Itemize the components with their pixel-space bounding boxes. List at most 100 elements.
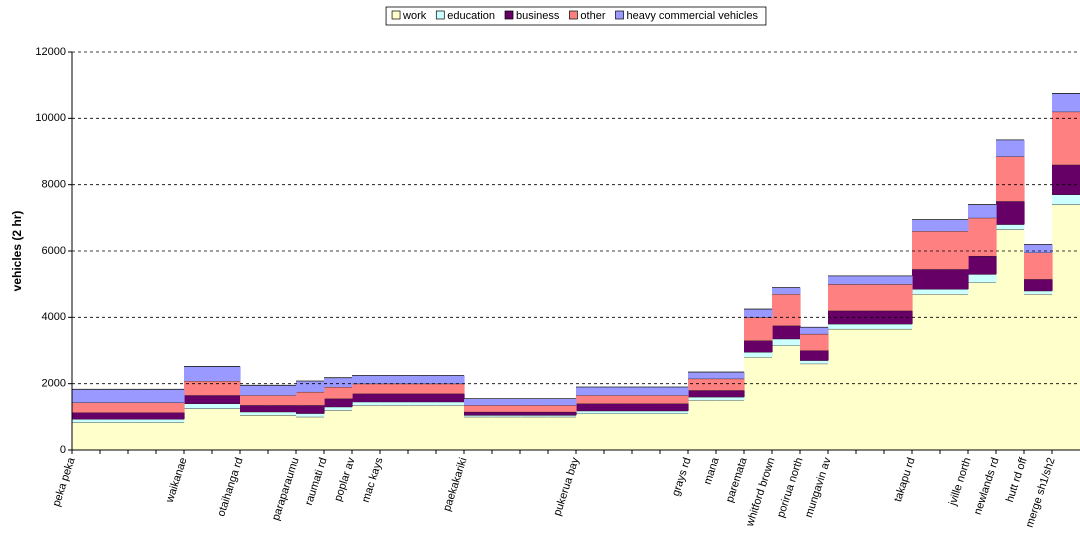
y-tick-label: 12000 <box>35 46 66 58</box>
area-segment <box>240 395 269 406</box>
area-segment <box>324 406 353 411</box>
area-segment <box>100 389 129 403</box>
area-segment <box>800 327 829 334</box>
area-segment <box>660 413 689 450</box>
area-segment <box>240 385 269 396</box>
area-segment <box>520 416 549 450</box>
x-tick-label: porirua north <box>775 456 806 519</box>
x-tick-label: paremata <box>724 455 750 504</box>
area-segment <box>688 396 717 401</box>
area-segment <box>912 219 941 232</box>
area-segment <box>492 416 521 450</box>
x-tick-label: mungavin av <box>803 456 834 520</box>
area-segment <box>184 395 213 404</box>
area-segment <box>268 405 297 412</box>
area-segment <box>996 156 1025 202</box>
x-tick-label: newlands rd <box>972 456 1002 516</box>
area-segment <box>296 381 325 392</box>
area-segment <box>212 395 241 404</box>
area-segment <box>604 413 633 450</box>
area-segment <box>352 383 381 394</box>
y-tick-label: 10000 <box>35 112 66 124</box>
area-segment <box>912 289 941 295</box>
area-segment <box>772 287 801 295</box>
area-segment <box>324 398 353 407</box>
x-tick-label: takapu rd <box>892 456 918 503</box>
area-segment <box>1052 164 1080 195</box>
area-segment <box>100 412 129 420</box>
area-segment <box>296 405 325 414</box>
area-segment <box>100 402 129 413</box>
area-segment <box>464 416 493 450</box>
area-segment <box>800 350 829 361</box>
legend-label: other <box>580 10 605 22</box>
area-segment <box>660 395 689 404</box>
area-segment <box>940 289 969 295</box>
area-segment <box>548 415 577 417</box>
area-segment <box>380 383 409 394</box>
area-segment <box>72 402 101 413</box>
x-tick-label: jville north <box>947 456 974 508</box>
y-tick-label: 2000 <box>42 378 66 390</box>
area-segment <box>688 400 717 450</box>
area-segment <box>660 403 689 411</box>
area-segment <box>548 405 577 412</box>
area-segment <box>352 401 381 406</box>
area-segment <box>128 402 157 413</box>
y-tick-label: 6000 <box>42 245 66 257</box>
area-segment <box>632 413 661 450</box>
area-segment <box>268 395 297 406</box>
area-segment <box>464 411 493 416</box>
area-segment <box>800 333 829 351</box>
area-segment <box>240 405 269 412</box>
area-segment <box>436 375 465 384</box>
area-segment <box>632 395 661 404</box>
area-segment <box>72 422 101 450</box>
area-segment <box>828 275 857 285</box>
area-segment <box>296 413 325 417</box>
area-segment <box>884 284 913 311</box>
legend-label: business <box>516 10 560 22</box>
area-segment <box>380 393 409 402</box>
area-segment <box>1052 93 1080 112</box>
area-segment <box>744 340 773 353</box>
area-segment <box>128 389 157 403</box>
y-tick-label: 8000 <box>42 179 66 191</box>
y-axis-label: vehicles (2 hr) <box>10 211 24 292</box>
x-tick-label: mac kays <box>360 456 386 504</box>
area-segment <box>576 395 605 404</box>
area-segment <box>212 366 241 382</box>
area-segment <box>352 393 381 402</box>
area-segment <box>128 412 157 420</box>
area-segment <box>72 419 101 423</box>
area-segment <box>828 323 857 329</box>
legend-frame <box>385 6 767 26</box>
area-segment <box>464 405 493 412</box>
area-segment <box>436 383 465 394</box>
x-tick-label: paekakariki <box>441 456 470 513</box>
area-segment <box>408 375 437 384</box>
area-segment <box>940 231 969 270</box>
x-tick-label: grays rd <box>670 456 694 498</box>
area-segment <box>156 419 185 423</box>
x-tick-label: peka peka <box>51 455 78 508</box>
area-segment <box>912 294 941 450</box>
area-segment <box>1024 244 1053 253</box>
area-segment <box>912 231 941 270</box>
area-segment <box>156 422 185 450</box>
area-segment <box>380 401 409 406</box>
legend: work education business other heavy commerci… <box>385 6 767 26</box>
area-segment <box>996 224 1025 230</box>
area-segment <box>828 284 857 311</box>
area-segment <box>268 385 297 396</box>
legend-swatch <box>435 10 445 20</box>
area-segment <box>576 386 605 396</box>
area-segment <box>520 398 549 406</box>
area-segment <box>772 345 801 450</box>
area-segment <box>324 410 353 450</box>
area-segment <box>632 386 661 396</box>
area-segment <box>100 422 129 450</box>
x-tick-label: raumati rd <box>303 456 330 507</box>
area-segment <box>240 415 269 450</box>
area-segment <box>716 378 745 391</box>
